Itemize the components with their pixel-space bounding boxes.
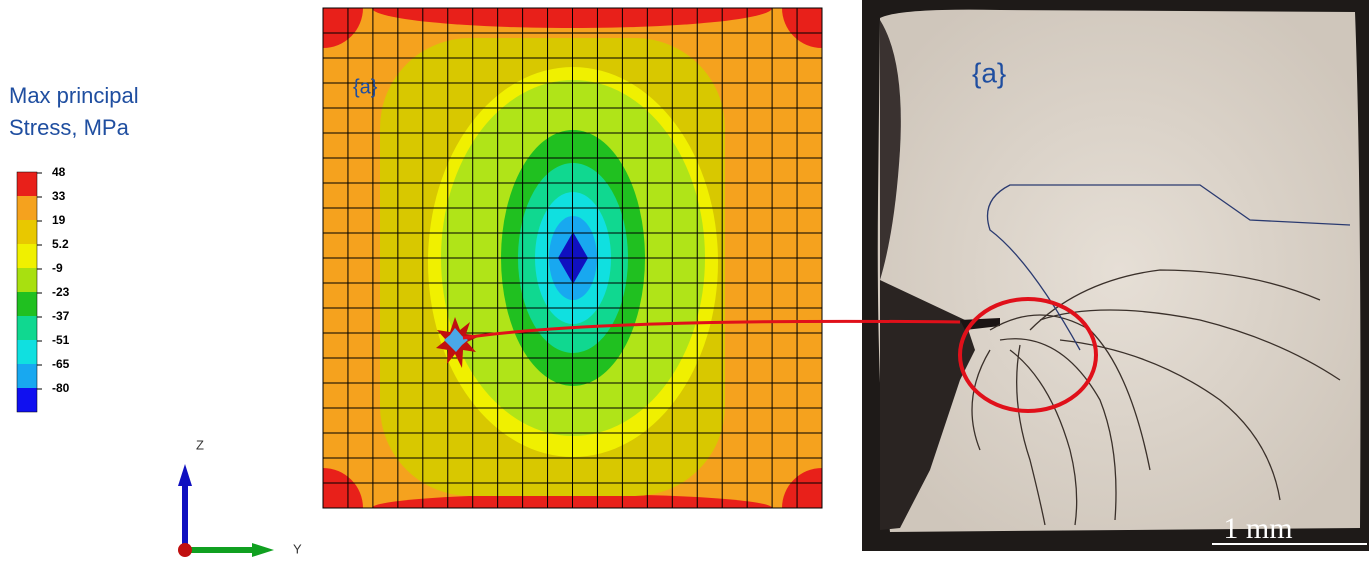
tick-label: -80 — [52, 381, 70, 395]
color-swatch — [17, 244, 37, 268]
legend-title: Stress, MPa — [9, 115, 130, 140]
color-swatch — [17, 388, 37, 412]
color-swatch — [17, 220, 37, 244]
connector — [462, 319, 961, 340]
tick-label: -65 — [52, 357, 70, 371]
photo: 1 mm {a} — [862, 0, 1369, 551]
contour-plot — [323, 8, 822, 508]
tick-label: 19 — [52, 213, 66, 227]
tick-label: -51 — [52, 333, 70, 347]
tick-label: 48 — [52, 165, 66, 179]
color-swatch — [17, 364, 37, 388]
axis-triad: Z Y — [178, 437, 302, 557]
color-swatch — [17, 172, 37, 196]
panel-label: {a} — [972, 57, 1006, 88]
scale-bar-label: 1 mm — [1223, 512, 1292, 545]
panel-label: {a} — [353, 76, 378, 98]
tick-label: 5.2 — [52, 237, 69, 251]
legend-title: Max principal — [9, 83, 139, 108]
color-scale: 48 33 19 5.2 -9 -23 -37 -51 -65 -80 — [16, 165, 70, 413]
color-swatch — [17, 268, 37, 292]
highlight-circle — [958, 297, 1098, 413]
color-swatch — [17, 340, 37, 364]
axis-label: Y — [293, 541, 302, 556]
color-swatch — [17, 316, 37, 340]
axis-label: Z — [196, 437, 204, 452]
color-swatch — [17, 292, 37, 316]
color-swatch — [17, 196, 37, 220]
tick-label: 33 — [52, 189, 66, 203]
tick-label: -23 — [52, 285, 70, 299]
tick-label: -9 — [52, 261, 63, 275]
tick-label: -37 — [52, 309, 70, 323]
